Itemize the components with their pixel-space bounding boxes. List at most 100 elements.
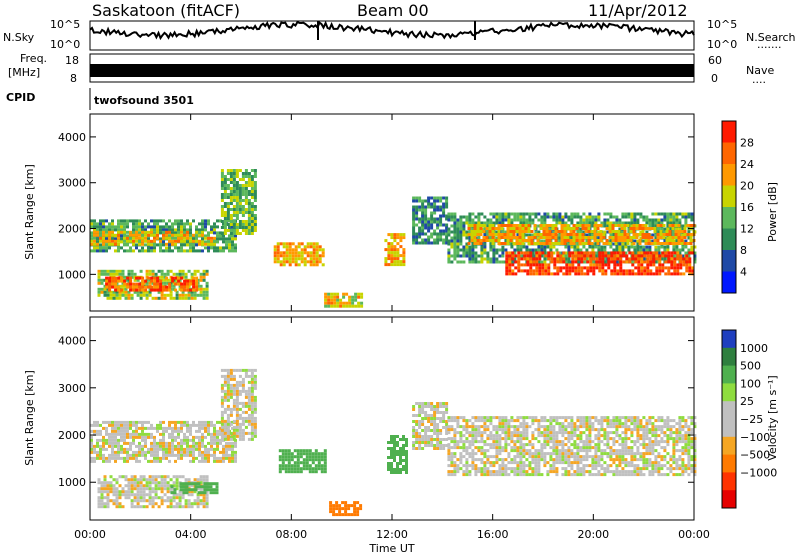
data-cell — [207, 453, 210, 457]
data-cell — [447, 431, 451, 435]
data-cell — [151, 487, 155, 491]
data-cell — [318, 245, 322, 249]
data-cell — [204, 426, 207, 430]
data-cell — [232, 374, 236, 378]
data-cell — [399, 438, 402, 441]
data-cell — [613, 251, 617, 255]
data-cell — [139, 296, 143, 300]
data-cell — [453, 434, 457, 438]
data-cell — [247, 184, 251, 187]
data-cell — [634, 272, 638, 276]
data-cell — [250, 184, 254, 187]
data-cell — [154, 475, 158, 479]
data-cell — [120, 276, 124, 280]
data-cell — [195, 444, 198, 448]
data-cell — [166, 278, 170, 282]
data-cell — [177, 239, 180, 243]
data-cell — [453, 452, 457, 456]
data-cell — [415, 414, 419, 417]
data-cell — [593, 239, 597, 242]
data-cell — [225, 237, 228, 241]
data-cell — [412, 214, 416, 218]
data-cell — [573, 212, 577, 216]
data-cell — [424, 435, 428, 438]
data-cell — [114, 285, 118, 289]
freq-trace — [90, 64, 694, 77]
data-cell — [186, 438, 189, 442]
data-cell — [453, 455, 457, 459]
data-cell — [674, 233, 678, 236]
data-cell — [181, 505, 185, 509]
data-cell — [225, 246, 228, 250]
data-cell — [617, 230, 621, 233]
data-cell — [247, 380, 251, 384]
data-cell — [106, 493, 110, 497]
data-cell — [120, 288, 124, 292]
data-cell — [538, 263, 542, 267]
data-cell — [97, 502, 101, 506]
data-cell — [190, 272, 194, 276]
data-cell — [418, 414, 422, 417]
data-cell — [486, 221, 490, 225]
data-cell — [597, 215, 601, 219]
data-cell — [129, 233, 132, 237]
data-cell — [142, 290, 146, 294]
data-cell — [97, 505, 101, 509]
data-cell — [105, 432, 108, 436]
data-cell — [579, 227, 583, 231]
data-cell — [204, 234, 207, 238]
data-cell — [436, 220, 440, 224]
data-cell — [220, 374, 224, 378]
data-cell — [489, 245, 493, 249]
data-cell — [241, 184, 245, 187]
data-cell — [442, 426, 446, 429]
data-cell — [640, 257, 644, 261]
data-cell — [586, 254, 590, 258]
data-cell — [193, 293, 197, 297]
data-cell — [174, 242, 177, 246]
data-cell — [159, 219, 162, 223]
data-cell — [147, 420, 150, 424]
data-cell — [210, 225, 213, 229]
data-cell — [247, 226, 251, 229]
data-cell — [439, 417, 443, 420]
data-cell — [570, 221, 574, 225]
data-cell — [600, 245, 604, 249]
data-cell — [210, 453, 213, 457]
data-cell — [171, 249, 174, 253]
data-cell — [241, 368, 245, 372]
data-cell — [687, 215, 691, 219]
data-cell — [228, 456, 231, 460]
data-cell — [100, 484, 104, 488]
data-cell — [229, 223, 233, 226]
data-cell — [105, 225, 108, 229]
data-cell — [247, 413, 251, 417]
data-cell — [495, 215, 499, 219]
data-cell — [232, 196, 236, 199]
data-cell — [96, 438, 99, 442]
data-cell — [584, 242, 588, 245]
data-cell — [145, 499, 149, 503]
data-cell — [421, 241, 425, 245]
data-cell — [105, 239, 108, 243]
data-cell — [180, 276, 184, 280]
data-cell — [476, 233, 480, 236]
data-cell — [658, 257, 662, 261]
data-cell — [603, 230, 607, 234]
data-cell — [664, 272, 668, 276]
data-cell — [662, 236, 666, 239]
data-cell — [445, 408, 449, 411]
data-cell — [156, 233, 159, 237]
data-cell — [439, 447, 443, 450]
data-cell — [220, 434, 224, 438]
data-cell — [456, 260, 460, 264]
data-cell — [418, 208, 422, 212]
data-cell — [450, 440, 454, 444]
data-cell — [655, 251, 659, 255]
data-cell — [287, 458, 291, 462]
data-cell — [535, 263, 539, 267]
data-cell — [174, 282, 178, 286]
data-cell — [168, 225, 171, 229]
data-cell — [424, 429, 428, 432]
data-cell — [166, 475, 170, 479]
